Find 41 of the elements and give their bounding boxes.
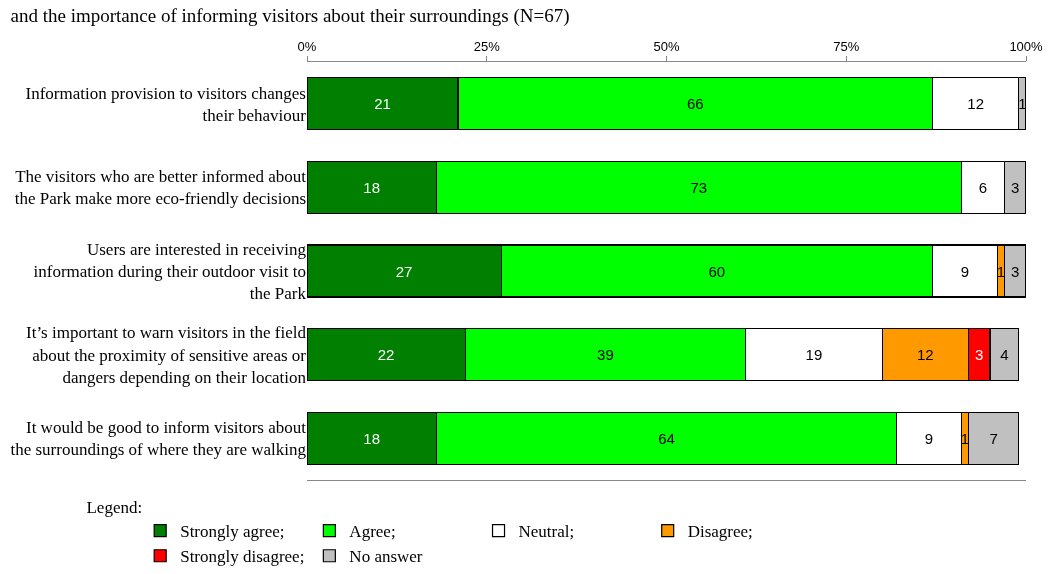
x-tick-label: 0%	[297, 38, 317, 54]
x-tick-label: 25%	[473, 38, 501, 54]
data-label: 12	[917, 346, 934, 364]
legend-label: Disagree;	[687, 522, 753, 542]
legend-title: Legend:	[86, 498, 143, 518]
x-tick-label: 50%	[653, 38, 680, 54]
data-label: 66	[686, 95, 704, 113]
chart-title: and the importance of informing visitors about their surroundings (N=67)	[10, 4, 570, 27]
legend-label: Strongly agree;	[180, 522, 285, 542]
y-tick-label: Users are interested in receiving information during their outdoor visit to the Park	[33, 239, 307, 304]
data-label: 19	[805, 346, 823, 364]
data-label: 39	[597, 346, 614, 364]
data-label: 3	[1011, 178, 1020, 196]
data-label: 73	[690, 178, 708, 196]
data-label: 1	[960, 429, 970, 447]
data-label: 6	[978, 178, 988, 196]
legend-label: Neutral;	[518, 522, 575, 542]
x-tick-label: 100%	[1009, 38, 1044, 54]
data-label: 12	[967, 95, 985, 113]
data-label: 18	[363, 178, 381, 196]
data-label: 27	[395, 262, 413, 280]
legend-label: Strongly disagree;	[180, 547, 305, 567]
data-label: 22	[377, 346, 395, 364]
data-label: 9	[960, 262, 970, 280]
data-label: 3	[1011, 262, 1020, 280]
data-label: 3	[975, 346, 984, 364]
data-label: 4	[1000, 346, 1009, 364]
y-tick-label: Information provision to visitors changes their behaviour	[25, 83, 307, 125]
data-label: 64	[658, 429, 675, 447]
legend-label: Agree;	[349, 522, 396, 542]
y-tick-label: The visitors who are better informed about the Park make more eco-friendly decisions	[14, 167, 307, 209]
data-label: 60	[708, 262, 726, 280]
data-label: 9	[924, 429, 934, 447]
data-label: 1	[996, 262, 1006, 280]
data-label: 21	[374, 95, 391, 113]
data-label: 7	[989, 429, 998, 447]
x-tick-label: 75%	[833, 38, 860, 54]
legend-label: No answer	[349, 547, 423, 567]
y-tick-label: It would be good to inform visitors about the surroundings of where they are walking	[10, 418, 307, 460]
data-label: 18	[363, 429, 381, 447]
y-tick-label: It’s important to warn visitors in the field about the proximity of sensitive areas or dangers depending on their location	[26, 323, 307, 387]
